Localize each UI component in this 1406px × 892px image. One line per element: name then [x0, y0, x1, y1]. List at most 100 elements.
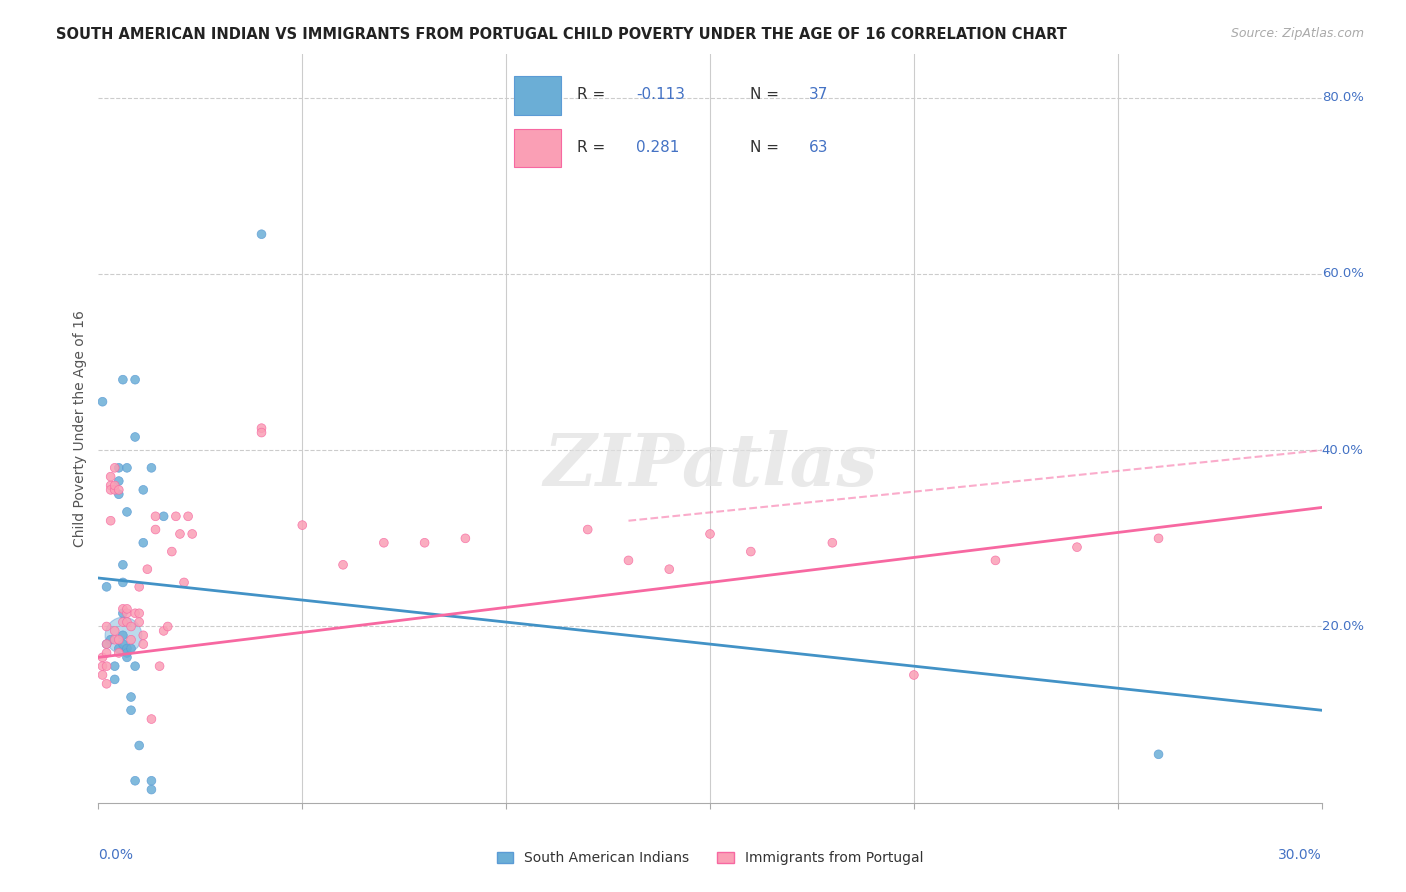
- Text: 80.0%: 80.0%: [1322, 91, 1364, 104]
- Point: [576, 523, 599, 537]
- Point: [124, 607, 146, 621]
- Point: [250, 425, 273, 440]
- Point: [145, 523, 167, 537]
- Text: SOUTH AMERICAN INDIAN VS IMMIGRANTS FROM PORTUGAL CHILD POVERTY UNDER THE AGE OF: SOUTH AMERICAN INDIAN VS IMMIGRANTS FROM…: [56, 27, 1067, 42]
- Point: [111, 637, 134, 651]
- Point: [141, 782, 163, 797]
- Point: [740, 544, 762, 558]
- Point: [96, 637, 118, 651]
- Point: [413, 535, 436, 549]
- Point: [96, 646, 118, 660]
- Point: [100, 514, 122, 528]
- Point: [111, 575, 134, 590]
- Point: [181, 527, 204, 541]
- Point: [173, 575, 195, 590]
- FancyBboxPatch shape: [515, 128, 561, 167]
- Text: -0.113: -0.113: [636, 87, 685, 103]
- Point: [250, 421, 273, 435]
- Text: N =: N =: [751, 139, 785, 154]
- Point: [115, 602, 138, 616]
- Point: [136, 562, 159, 576]
- Point: [145, 509, 167, 524]
- Point: [115, 650, 138, 665]
- Point: [124, 773, 146, 788]
- Point: [111, 373, 134, 387]
- Point: [108, 460, 131, 475]
- Point: [156, 619, 179, 633]
- Point: [132, 628, 155, 642]
- Point: [132, 535, 155, 549]
- Text: 0.0%: 0.0%: [98, 847, 134, 862]
- Text: 40.0%: 40.0%: [1322, 443, 1364, 457]
- FancyBboxPatch shape: [515, 77, 561, 114]
- Point: [91, 659, 114, 673]
- Y-axis label: Child Poverty Under the Age of 16: Child Poverty Under the Age of 16: [73, 310, 87, 547]
- Text: ZIPatlas: ZIPatlas: [543, 430, 877, 501]
- Point: [111, 628, 134, 642]
- Point: [100, 632, 122, 647]
- Point: [111, 607, 134, 621]
- Point: [128, 580, 150, 594]
- Point: [373, 535, 395, 549]
- Point: [104, 624, 127, 638]
- Text: N =: N =: [751, 87, 785, 103]
- Point: [100, 478, 122, 492]
- Point: [96, 637, 118, 651]
- Point: [132, 483, 155, 497]
- Point: [104, 478, 127, 492]
- Point: [658, 562, 681, 576]
- Point: [115, 641, 138, 656]
- Point: [250, 227, 273, 242]
- Point: [115, 607, 138, 621]
- Point: [115, 646, 138, 660]
- Point: [120, 619, 142, 633]
- Point: [111, 615, 134, 629]
- Point: [115, 460, 138, 475]
- Point: [120, 641, 142, 656]
- Text: 20.0%: 20.0%: [1322, 620, 1364, 633]
- Point: [115, 505, 138, 519]
- Point: [115, 615, 138, 629]
- Point: [1147, 747, 1170, 762]
- Text: Source: ZipAtlas.com: Source: ZipAtlas.com: [1230, 27, 1364, 40]
- Point: [120, 632, 142, 647]
- Point: [91, 394, 114, 409]
- Text: R =: R =: [576, 87, 610, 103]
- Text: R =: R =: [576, 139, 610, 154]
- Point: [100, 469, 122, 483]
- Point: [1066, 540, 1088, 554]
- Point: [104, 483, 127, 497]
- Text: 60.0%: 60.0%: [1322, 268, 1364, 280]
- Point: [91, 668, 114, 682]
- Point: [454, 532, 477, 546]
- Point: [128, 615, 150, 629]
- Point: [984, 553, 1007, 567]
- Point: [160, 544, 183, 558]
- Point: [169, 527, 191, 541]
- Point: [141, 773, 163, 788]
- Point: [291, 518, 314, 533]
- Point: [108, 474, 131, 488]
- Point: [141, 460, 163, 475]
- Point: [149, 659, 172, 673]
- Point: [108, 632, 131, 647]
- Point: [177, 509, 200, 524]
- Point: [104, 659, 127, 673]
- Text: 0.281: 0.281: [636, 139, 679, 154]
- Point: [617, 553, 640, 567]
- Point: [108, 487, 131, 501]
- Point: [152, 624, 174, 638]
- Point: [124, 430, 146, 444]
- Text: 30.0%: 30.0%: [1278, 847, 1322, 862]
- Point: [91, 650, 114, 665]
- Point: [120, 690, 142, 704]
- Text: 37: 37: [810, 87, 828, 103]
- Legend: South American Indians, Immigrants from Portugal: South American Indians, Immigrants from …: [491, 846, 929, 871]
- Point: [124, 659, 146, 673]
- Point: [104, 673, 127, 687]
- Point: [111, 628, 134, 642]
- Point: [96, 619, 118, 633]
- Point: [165, 509, 187, 524]
- Point: [332, 558, 354, 572]
- Point: [128, 739, 150, 753]
